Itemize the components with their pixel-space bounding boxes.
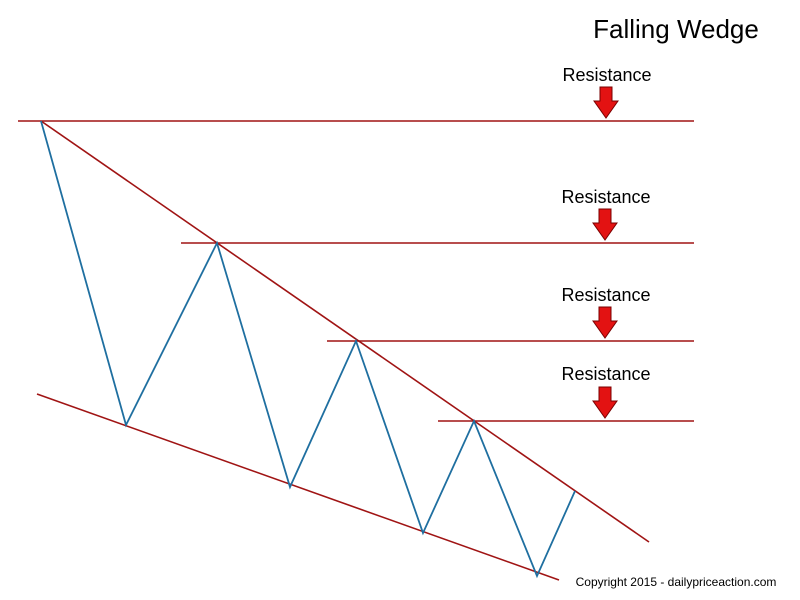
upper-trendline [40, 120, 650, 543]
down-arrow-icon [592, 208, 618, 241]
resistance-lines [18, 120, 694, 422]
down-arrow-icon [592, 306, 618, 339]
resistance-label-3: Resistance [561, 285, 650, 305]
down-arrow-icon [593, 86, 619, 119]
wedge-trendlines [36, 120, 650, 581]
diagram-title: Falling Wedge [593, 14, 759, 44]
lower-trendline [36, 393, 560, 581]
copyright-text: Copyright 2015 - dailypriceaction.com [576, 575, 777, 589]
resistance-label-2: Resistance [561, 187, 650, 207]
resistance-label-4: Resistance [561, 364, 650, 384]
down-arrow-icon [592, 386, 618, 419]
price-path [40, 120, 576, 579]
resistance-label-1: Resistance [562, 65, 651, 85]
